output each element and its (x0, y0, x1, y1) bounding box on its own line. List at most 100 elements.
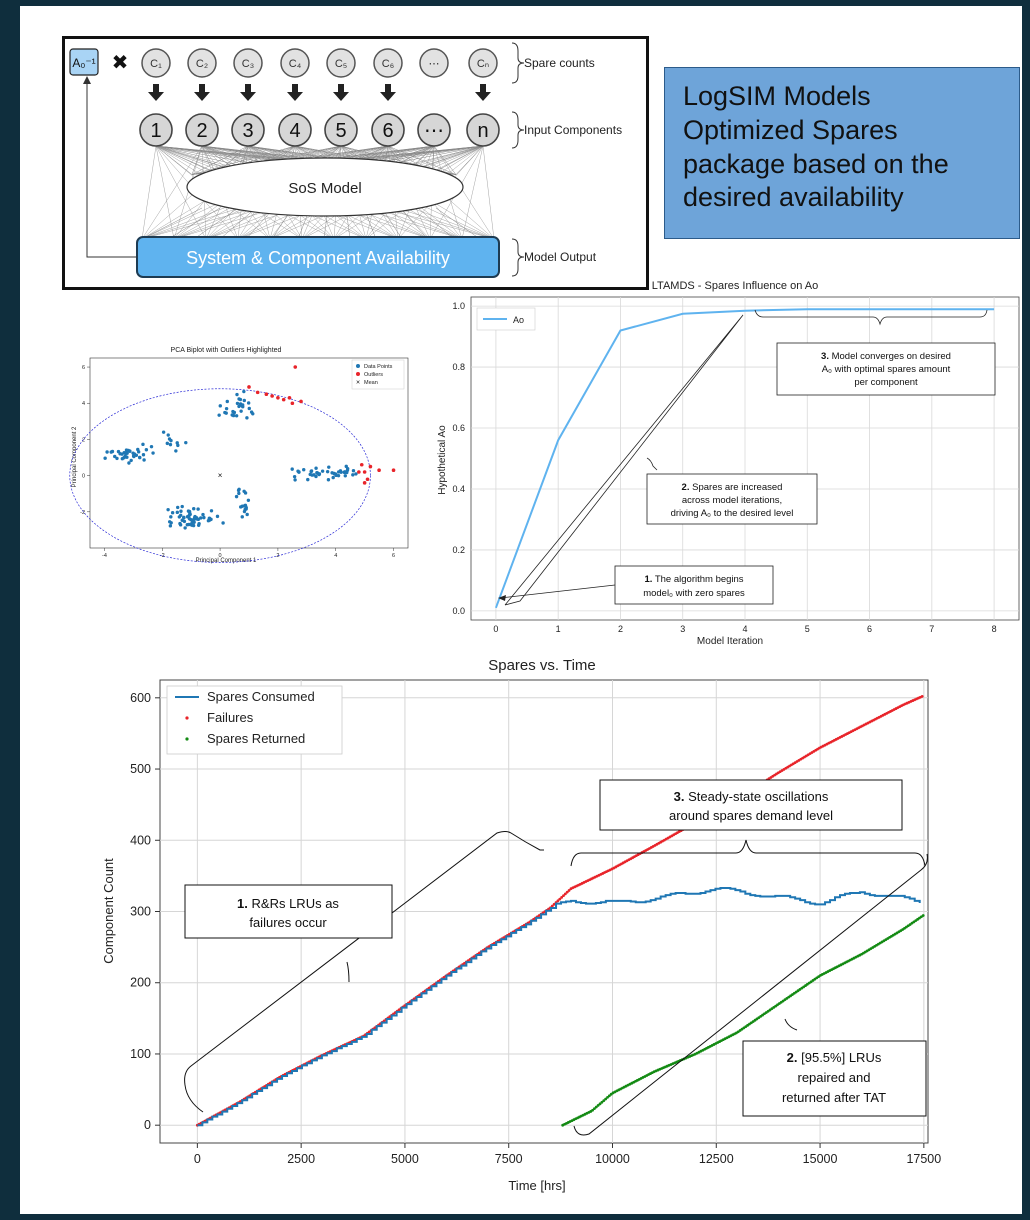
pca-outlier-point (299, 399, 303, 404)
input-component-node (417, 113, 451, 147)
pca-outlier-point (357, 470, 361, 474)
ao-ytick-label: 0.8 (452, 362, 465, 372)
pca-data-point (161, 430, 166, 434)
ao-series-line (494, 308, 995, 609)
spares-annotation-3-num: 3. (674, 789, 685, 804)
legend-marker-outliers (356, 372, 360, 376)
pca-data-point (134, 453, 139, 457)
ao-ytick-label: 0.6 (452, 423, 465, 433)
input-to-model-edge (431, 145, 484, 174)
pca-data-point (247, 406, 251, 411)
pca-data-point (176, 443, 180, 448)
failure-point (556, 899, 560, 903)
model-to-output-edge (417, 207, 455, 240)
spare-count-label: C₃ (242, 58, 254, 70)
pca-title: PCA Biplot with Outliers Highlighted (171, 347, 282, 354)
spares-annotation-2-line3: returned after TAT (782, 1090, 886, 1105)
spares-consumed-line (197, 886, 921, 1127)
spare-count-label: C₂ (196, 58, 208, 70)
pca-data-point (202, 515, 206, 520)
model-to-output-edge (435, 207, 481, 240)
pca-data-point (179, 509, 183, 513)
pca-data-point (116, 449, 121, 454)
pca-data-point (174, 449, 178, 453)
spares-ytick-label: 400 (130, 833, 151, 847)
pca-data-point (251, 412, 255, 416)
pca-data-point (231, 409, 235, 414)
ao-ytick-label: 0.2 (452, 545, 465, 555)
pca-legend-data: Data Points (364, 364, 393, 370)
pca-data-point (242, 509, 247, 514)
spares-annotation-3-box (599, 779, 903, 831)
input-to-output-edge (482, 145, 495, 240)
spares-legend-consumed: Spares Consumed (207, 689, 315, 704)
output-label: System & Component Availability (186, 248, 450, 268)
pca-data-point (129, 458, 133, 463)
spare-counts-label: Spare counts (524, 56, 595, 70)
pca-data-point (151, 451, 155, 455)
spares-ytick-label: 500 (130, 762, 151, 776)
spares-annotation-3: 3. Steady-state oscillations around spar… (570, 779, 926, 867)
ao-annotation-1-line1: 1. The algorithm begins (644, 574, 743, 585)
pca-data-point (245, 512, 249, 517)
sos-model-diagram: SoS Model System & Component Availabilit… (62, 36, 649, 290)
input-component-label: n (477, 120, 488, 142)
pca-xlabel: Principal Component 1 (196, 558, 257, 564)
spares-annotation-3-line2: around spares demand level (669, 808, 833, 823)
ao-annotation-3-box (776, 342, 996, 396)
returned-point (596, 1104, 600, 1107)
pca-data-point (237, 397, 241, 401)
pca-outlier-point (264, 392, 269, 396)
callout-line: LogSIM Models (683, 81, 871, 111)
spares-xtick-label: 5000 (391, 1152, 419, 1166)
pca-data-point (240, 515, 244, 519)
pca-data-point (225, 399, 229, 404)
a0-inverse-box (69, 48, 99, 76)
down-arrow-icon (148, 84, 164, 101)
pca-data-point (245, 416, 249, 420)
input-to-output-edge (141, 145, 157, 240)
ao-grid: 0 1 2 3 4 5 6 7 8 0.0 0.2 0.4 0.6 0.8 1.0 (452, 297, 1019, 634)
pca-data-point (196, 523, 201, 528)
pca-data-point (209, 509, 214, 513)
returned-point (604, 1097, 608, 1101)
pca-data-point (169, 438, 173, 443)
spare-count-node (187, 48, 217, 78)
pca-outlier-point (293, 365, 298, 369)
pca-data-point (180, 504, 184, 509)
spares-annotation-1-text1: R&Rs LRUs as (252, 896, 340, 911)
pca-legend (351, 359, 405, 390)
returned-point (591, 1108, 594, 1112)
pca-plot-area (89, 357, 409, 549)
failure-point (552, 902, 556, 906)
ao-title: LTAMDS - Spares Influence on Ao (652, 280, 819, 292)
ao-chart: LTAMDS - Spares Influence on Ao Model It… (437, 280, 1020, 647)
pca-legend-outliers: Outliers (364, 372, 383, 378)
returned-point (606, 1096, 609, 1099)
returned-point (921, 914, 925, 917)
pca-data-point (209, 517, 213, 522)
spares-xtick-label: 10000 (595, 1152, 630, 1166)
spare-count-node (468, 48, 498, 78)
input-component-node (324, 113, 358, 147)
pca-data-point (306, 477, 310, 482)
pca-data-point (131, 451, 135, 455)
input-component-node (185, 113, 219, 147)
down-arrow-icon (380, 84, 396, 101)
spares-xtick-label: 0 (194, 1152, 201, 1166)
pca-data-point (168, 524, 173, 528)
pca-data-point (215, 514, 220, 519)
pca-outlier-point (365, 477, 370, 482)
spares-legend-returned: Spares Returned (207, 731, 305, 746)
ao-annotation-2-line1: 2. Spares are increased (682, 482, 783, 493)
pca-outlier-point (391, 468, 396, 472)
spare-count-label: C₆ (382, 58, 394, 70)
input-component-label: 2 (196, 120, 207, 142)
callout-line: package based on the (683, 148, 949, 179)
spares-annotation-1-line2: failures occur (249, 915, 327, 930)
pca-data-point (105, 450, 109, 454)
ao-legend-label: Ao (513, 315, 524, 325)
input-component-label: ⋯ (424, 120, 444, 142)
spare-counts-brace (511, 42, 525, 84)
down-arrow-icon (194, 84, 210, 101)
